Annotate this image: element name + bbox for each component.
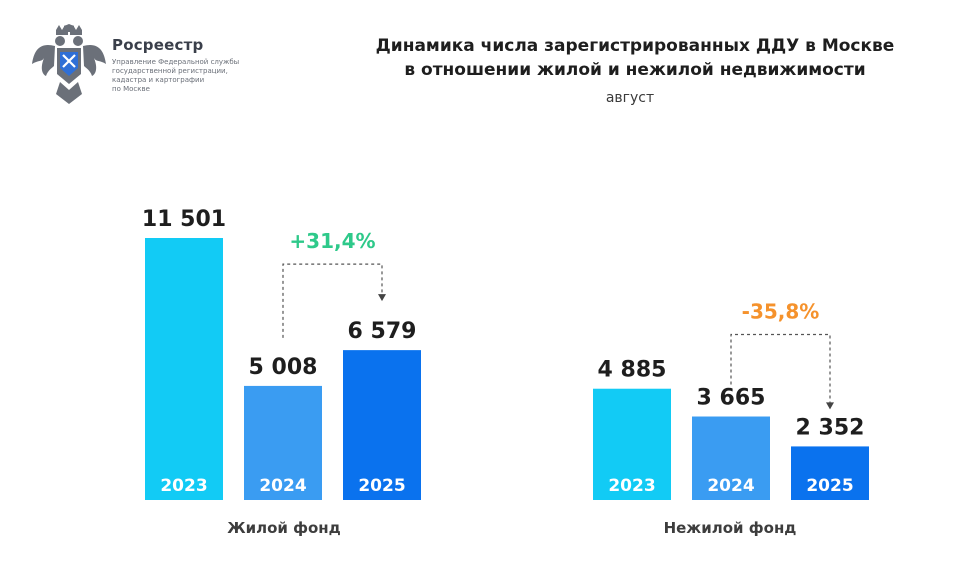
logo-subtitle-line: Управление Федеральной службы: [112, 58, 240, 66]
chart-title-line: в отношении жилой и нежилой недвижимости: [404, 60, 866, 80]
value-label: 4 885: [598, 358, 667, 383]
change-label: -35,8%: [742, 300, 820, 324]
year-label: 2023: [608, 476, 655, 496]
change-bracket: [282, 263, 383, 338]
value-label: 6 579: [348, 319, 417, 344]
value-label: 5 008: [249, 355, 318, 380]
year-label: 2024: [259, 476, 306, 496]
logo-name: Росреестр: [112, 36, 204, 54]
value-label: 3 665: [697, 386, 766, 411]
logo-subtitle: Управление Федеральной службы государств…: [112, 58, 282, 94]
category-label: Нежилой фонд: [664, 519, 797, 537]
chart-subtitle: август: [605, 90, 655, 106]
year-label: 2025: [806, 476, 853, 496]
bar: [145, 238, 223, 500]
logo-subtitle-line: кадастра и картографии: [112, 76, 205, 84]
double-headed-eagle-emblem-icon: [32, 24, 106, 104]
year-label: 2025: [358, 476, 405, 496]
chart-title: Динамика числа зарегистрированных ДДУ в …: [300, 34, 970, 82]
value-label: 11 501: [142, 207, 226, 232]
bar: [244, 385, 322, 500]
year-label: 2024: [707, 476, 754, 496]
chart-title-line: Динамика числа зарегистрированных ДДУ в …: [375, 36, 895, 56]
logo-subtitle-line: по Москве: [112, 85, 150, 93]
arrow-head-icon: [826, 402, 834, 410]
category-label: Жилой фонд: [227, 519, 341, 537]
rosreestr-logo: Росреестр Управление Федеральной службы …: [30, 24, 280, 114]
change-bracket: [730, 333, 831, 409]
year-label: 2023: [160, 476, 207, 496]
bar: [791, 446, 869, 500]
change-label: +31,4%: [289, 229, 375, 253]
value-label: 2 352: [796, 415, 865, 440]
arrow-head-icon: [378, 294, 386, 302]
logo-subtitle-line: государственной регистрации,: [112, 67, 228, 75]
bar: [343, 350, 421, 500]
bar: [692, 416, 770, 500]
bar: [593, 388, 671, 500]
